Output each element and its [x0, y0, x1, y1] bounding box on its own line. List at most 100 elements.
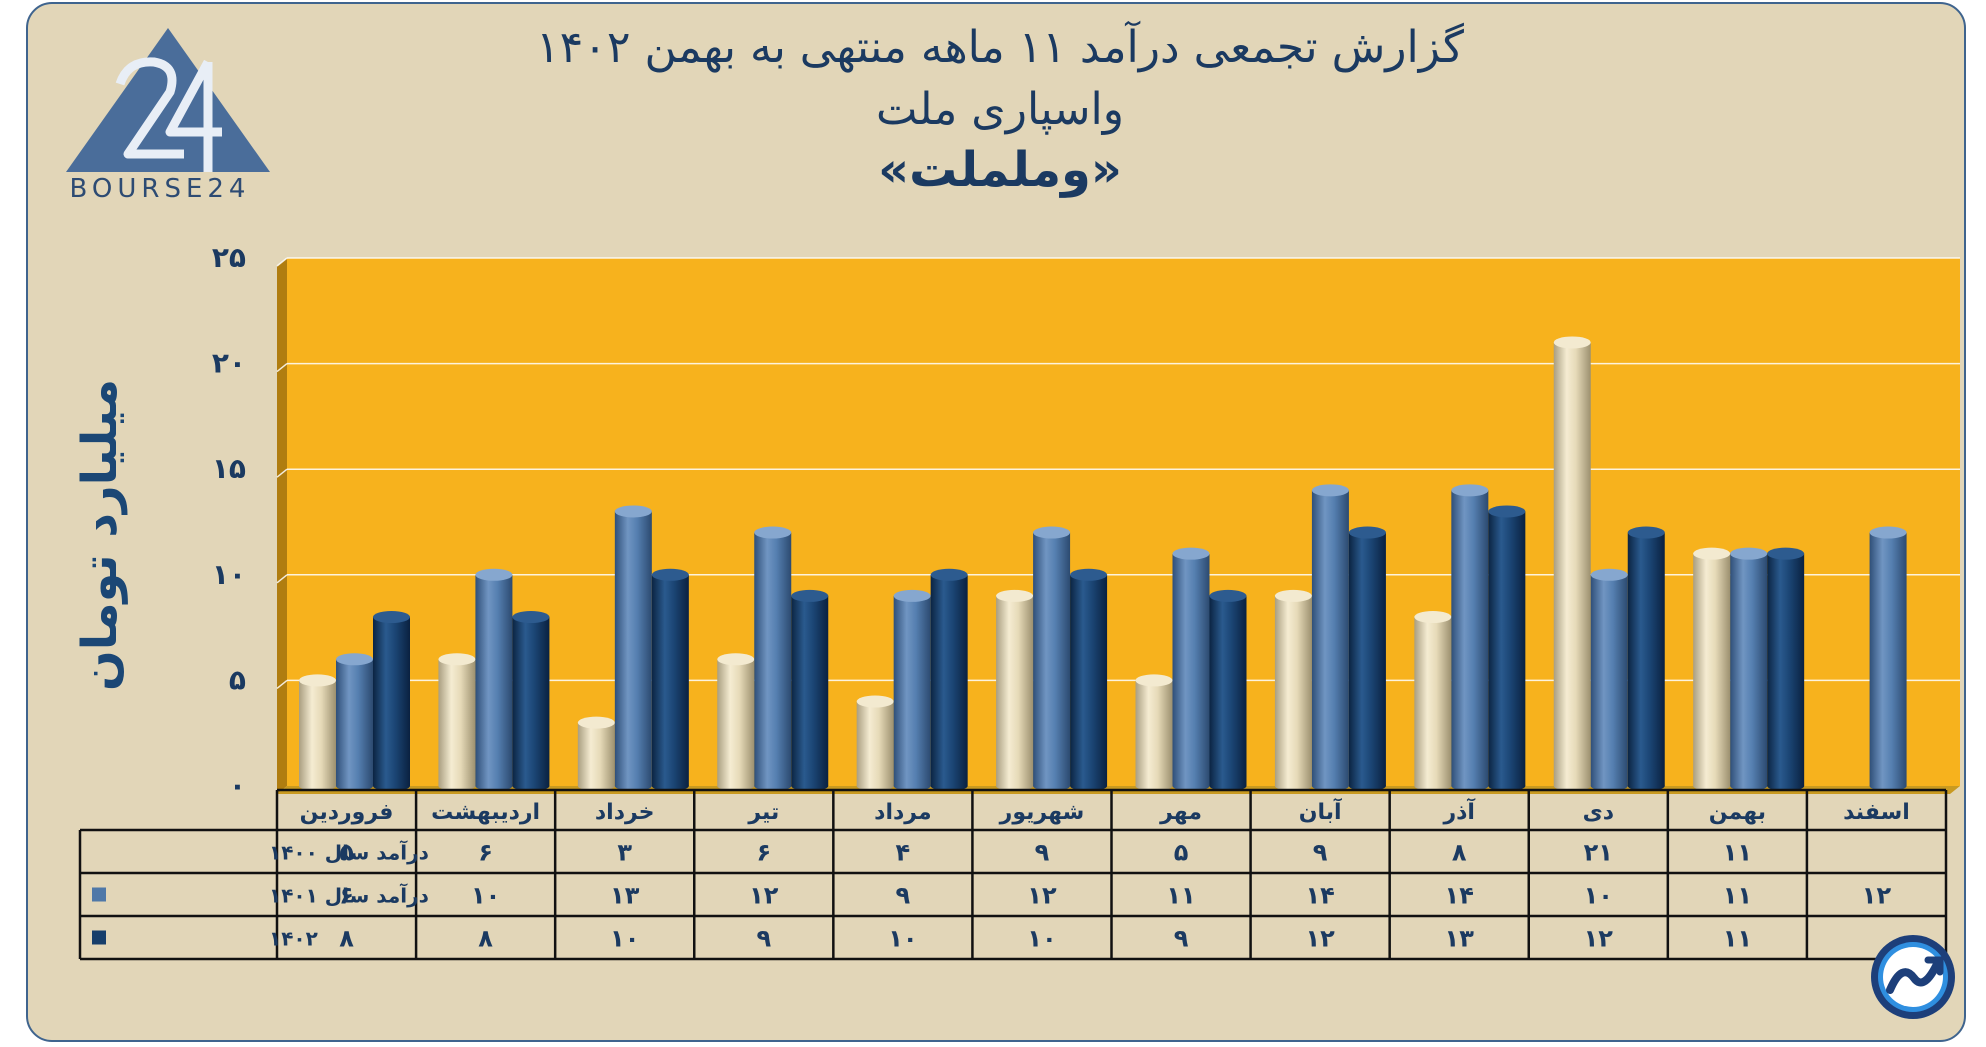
category-label: اردیبهشت [431, 800, 540, 825]
table-cell-value: ۱۲ [1862, 882, 1892, 910]
bar [1767, 547, 1805, 791]
bar [791, 589, 829, 791]
table-cell-value: ۴ [896, 839, 911, 867]
plot-side-wall [277, 258, 287, 794]
bar [475, 568, 513, 791]
bar [1693, 547, 1731, 791]
table-cell-value: ۹ [1313, 839, 1328, 867]
plot-background [287, 258, 1960, 786]
y-tick-label: ۱۰ [212, 558, 246, 591]
bar [1172, 547, 1210, 791]
table-cell-value: ۹ [756, 925, 771, 953]
bar [373, 611, 410, 791]
table-cell-value: ۱۲ [1305, 925, 1335, 953]
grid-line-side [276, 468, 288, 478]
table-cell-value: ۱۴ [1445, 882, 1474, 910]
legend-label: درآمد سال ۱۴۰۰ [269, 840, 429, 865]
table-cell-value: ۲۱ [1584, 839, 1613, 867]
bar [299, 674, 336, 791]
table-cell-value: ۹ [1035, 839, 1050, 867]
table-cell-value: ۶ [478, 839, 493, 867]
category-label: دی [1583, 800, 1614, 825]
category-label: مهر [1159, 800, 1202, 825]
bar [1135, 674, 1173, 791]
table-cell-value: ۸ [339, 925, 354, 953]
table-cell-value: ۱۳ [610, 882, 640, 910]
logo-text: BOURSE24 [69, 174, 251, 204]
table-cell-value: ۱۲ [1027, 882, 1057, 910]
bar [336, 653, 373, 791]
category-label: بهمن [1709, 800, 1766, 825]
category-label: اسفند [1843, 800, 1910, 825]
trend-badge-icon [1871, 935, 1955, 1019]
table-cell-value: ۱۰ [1584, 882, 1613, 910]
legend-swatch [92, 887, 106, 902]
bar [438, 653, 476, 791]
bar [1869, 526, 1907, 791]
table-cell-value: ۵ [339, 839, 354, 867]
bar [1070, 568, 1108, 791]
category-label: مرداد [874, 800, 931, 825]
bar [1414, 611, 1452, 791]
y-tick-label: ۵ [229, 663, 246, 696]
table-cell-value: ۱۲ [1584, 925, 1614, 953]
bar [1033, 526, 1071, 791]
category-label: خرداد [595, 800, 655, 825]
table-cell-value: ۱۱ [1723, 839, 1752, 867]
table-cell-value: ۱۰ [471, 882, 500, 910]
category-label: آذر [1442, 797, 1475, 825]
table-cell-value: ۸ [478, 925, 493, 953]
y-tick-label: ۱۵ [212, 452, 246, 485]
grid-line-side [276, 363, 288, 373]
table-cell-value: ۸ [1452, 839, 1467, 867]
bar [893, 589, 931, 791]
bar [651, 568, 689, 791]
table-cell-value: ۱۰ [1027, 925, 1056, 953]
table-cell-value: ۱۲ [749, 882, 779, 910]
bourse24-logo-icon [66, 28, 270, 172]
bar [1730, 547, 1768, 791]
grid-line-side [276, 574, 288, 584]
bar [512, 611, 550, 791]
table-cell-value: ۶ [756, 839, 771, 867]
bar [1451, 484, 1489, 791]
category-label: فروردین [300, 800, 394, 825]
bar [1627, 526, 1665, 791]
table-cell-value: ۱۳ [1445, 925, 1475, 953]
category-label: شهریور [999, 800, 1085, 825]
bar [1274, 589, 1312, 791]
bar [1209, 589, 1247, 791]
category-label: تیر [747, 800, 779, 825]
grid-line-side [276, 679, 288, 689]
chart-subtitle: واسپاری ملت [875, 84, 1125, 135]
bar [1553, 336, 1591, 791]
table-cell-value: ۱۰ [610, 925, 639, 953]
bar [577, 716, 615, 791]
bar [1348, 526, 1386, 791]
grid-line-side [276, 257, 288, 267]
y-tick-label: ۲۵ [212, 241, 246, 274]
table-cell-value: ۶ [339, 882, 354, 910]
bar [996, 589, 1034, 791]
bar [930, 568, 968, 791]
bar [1488, 505, 1526, 791]
table-cell-value: ۹ [896, 882, 911, 910]
legend-label: درآمد سال ۱۴۰۱ [269, 883, 429, 908]
bar [856, 695, 894, 791]
bar [1311, 484, 1349, 791]
legend-swatch [92, 930, 106, 945]
category-label: آبان [1299, 797, 1342, 825]
bar [1590, 568, 1628, 791]
table-cell-value: ۱۴ [1305, 882, 1334, 910]
bar [614, 505, 652, 791]
table-cell-value: ۹ [1174, 925, 1189, 953]
bar [717, 653, 755, 791]
chart-title: گزارش تجمعی درآمد ۱۱ ماهه منتهی به بهمن … [536, 22, 1464, 73]
table-cell-value: ۱۱ [1723, 882, 1752, 910]
table-cell-value: ۱۱ [1723, 925, 1752, 953]
table-cell-value: ۵ [1174, 839, 1189, 867]
table-cell-value: ۱۰ [888, 925, 917, 953]
bar [754, 526, 792, 791]
table-cell-value: ۳ [617, 839, 632, 867]
